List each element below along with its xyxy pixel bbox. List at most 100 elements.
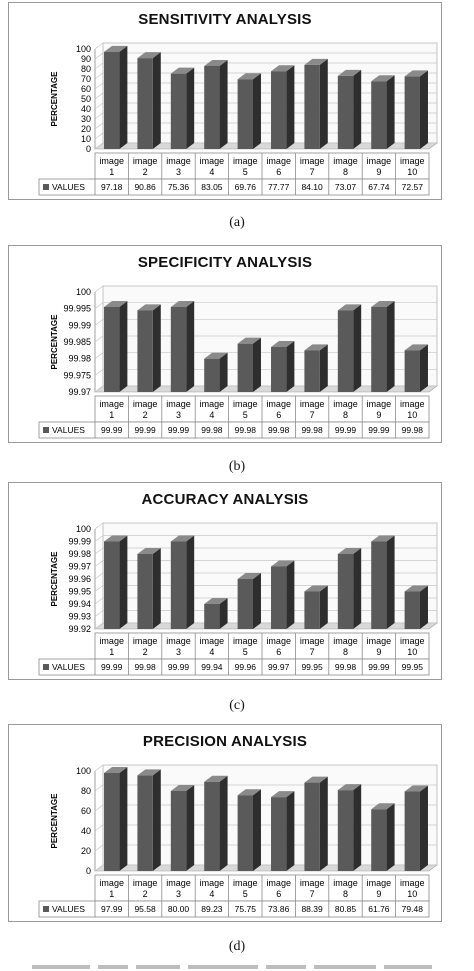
bar-side — [219, 775, 228, 871]
data-label: 79.48 — [402, 904, 424, 914]
y-tick-label: 60 — [81, 806, 91, 816]
legend-swatch — [43, 664, 49, 670]
bar-top — [371, 75, 395, 82]
category-label: 7 — [310, 167, 315, 177]
bar-top — [371, 535, 395, 542]
bar-side — [252, 789, 261, 871]
category-label: image — [133, 636, 158, 646]
data-label: 99.98 — [268, 425, 290, 435]
y-tick-label: 99.98 — [68, 549, 91, 559]
bar-side — [286, 65, 295, 149]
data-label: 73.86 — [268, 904, 290, 914]
bar-top — [104, 767, 128, 774]
category-label: 1 — [109, 167, 114, 177]
bar — [170, 73, 187, 149]
bar-top — [104, 45, 128, 52]
bar-top — [404, 785, 428, 792]
bar-chart-accuracy: 99.92 99.93 99.94 99.95 99.96 99.97 99.98 99.99… — [38, 522, 438, 676]
bar-side — [286, 560, 295, 629]
data-label: 99.99 — [101, 662, 123, 672]
category-label: image — [166, 636, 191, 646]
category-label: 4 — [209, 889, 214, 899]
bar-side — [219, 59, 228, 150]
bar — [404, 791, 420, 871]
bar-top — [337, 548, 362, 554]
gridline — [94, 572, 437, 580]
category-label: 7 — [310, 647, 315, 657]
bar — [237, 343, 253, 392]
category-label: image — [333, 878, 358, 888]
category-label: image — [400, 636, 425, 646]
data-label: 72.57 — [402, 182, 424, 192]
bar-side — [286, 791, 295, 871]
bar-chart-sensitivity: 0102030405060708090100PERCENTAGEimage1im… — [38, 42, 438, 196]
y-tick-label: 99.98 — [68, 354, 91, 364]
category-label: 9 — [376, 889, 381, 899]
bar-side — [419, 585, 428, 629]
y-axis-title: PERCENTAGE — [50, 71, 59, 127]
y-tick-label: 100 — [76, 766, 91, 776]
bar-top — [237, 73, 261, 80]
category-label: 9 — [376, 167, 381, 177]
bar-top — [137, 548, 161, 554]
bar-top — [304, 344, 328, 351]
bar — [204, 358, 220, 392]
data-label: 88.39 — [301, 904, 323, 914]
bar — [170, 307, 187, 392]
bar-side — [419, 785, 428, 871]
gridline — [94, 522, 437, 530]
category-label: image — [400, 399, 425, 409]
bar-side — [119, 301, 128, 392]
bar-side — [319, 776, 328, 871]
data-label: 97.99 — [101, 904, 123, 914]
bar-top — [304, 585, 328, 592]
bar-side — [252, 337, 261, 392]
bar-side — [219, 598, 228, 629]
y-tick-label: 99.99 — [68, 537, 91, 547]
bar — [337, 790, 354, 871]
legend-label: VALUES — [52, 182, 85, 192]
category-label: image — [300, 399, 325, 409]
category-label: 10 — [407, 167, 417, 177]
y-tick-label: 0 — [86, 866, 91, 876]
bar-chart-specificity: 99.9799.97599.9899.98599.9999.995100PERC… — [38, 285, 438, 439]
bar-top — [204, 775, 228, 782]
category-label: 2 — [143, 167, 148, 177]
bar-side — [186, 785, 195, 871]
y-tick-label: 99.99 — [68, 320, 91, 330]
data-label: 83.05 — [201, 182, 223, 192]
category-label: 6 — [276, 647, 281, 657]
category-label: image — [367, 156, 392, 166]
category-label: image — [233, 399, 258, 409]
bar-top — [404, 70, 428, 77]
data-label: 99.99 — [368, 425, 390, 435]
gridline — [94, 52, 437, 60]
category-label: image — [300, 636, 325, 646]
data-label: 61.76 — [368, 904, 390, 914]
y-tick-label: 80 — [81, 64, 91, 74]
bar-side — [119, 767, 128, 871]
bar — [204, 604, 220, 629]
data-label: 99.95 — [301, 662, 323, 672]
category-label: image — [333, 636, 358, 646]
category-label: image — [367, 399, 392, 409]
y-tick-label: 60 — [81, 84, 91, 94]
y-tick-label: 90 — [81, 54, 91, 64]
y-tick-label: 99.995 — [63, 304, 91, 314]
category-label: image — [99, 878, 124, 888]
category-label: 3 — [176, 410, 181, 420]
bar-side — [319, 58, 328, 149]
bar-side — [353, 304, 362, 392]
y-tick-label: 99.97 — [68, 387, 91, 397]
bar-side — [152, 304, 161, 392]
bar-side — [186, 301, 195, 392]
y-tick-label: 40 — [81, 104, 91, 114]
category-label: 7 — [310, 889, 315, 899]
category-label: 1 — [109, 889, 114, 899]
bar — [104, 541, 120, 629]
bar-top — [337, 784, 362, 791]
category-label: image — [133, 878, 158, 888]
figure-caption-b: (b) — [228, 459, 246, 474]
category-label: image — [300, 156, 325, 166]
y-tick-label: 99.94 — [68, 599, 91, 609]
